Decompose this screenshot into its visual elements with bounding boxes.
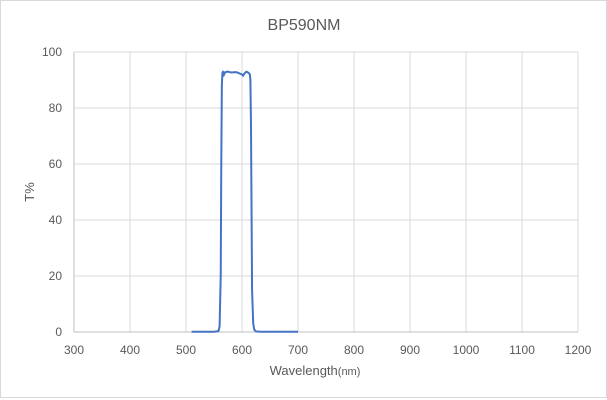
x-tick-label: 300 bbox=[64, 343, 84, 357]
y-tick-label: 20 bbox=[49, 269, 63, 283]
y-axis-label: T% bbox=[22, 182, 37, 202]
x-axis-label: Wavelength bbox=[270, 363, 338, 378]
x-tick-label: 1000 bbox=[453, 343, 480, 357]
x-tick-label: 500 bbox=[176, 343, 196, 357]
x-tick-label: 1100 bbox=[509, 343, 535, 357]
y-tick-label: 60 bbox=[49, 157, 63, 171]
x-axis-unit: (nm) bbox=[338, 366, 361, 378]
x-tick-label: 400 bbox=[120, 343, 140, 357]
y-tick-label: 100 bbox=[42, 45, 62, 59]
y-tick-label: 80 bbox=[49, 101, 63, 115]
chart-title: BP590NM bbox=[268, 17, 341, 34]
x-tick-label: 600 bbox=[232, 343, 252, 357]
x-tick-label: 800 bbox=[344, 343, 364, 357]
series-layer bbox=[191, 70, 298, 333]
y-tick-label: 0 bbox=[55, 325, 62, 339]
x-tick-label: 900 bbox=[400, 343, 420, 357]
x-tick-label: 700 bbox=[288, 343, 308, 357]
gridlines bbox=[73, 51, 579, 333]
transmission-curve bbox=[191, 70, 298, 333]
x-tick-label: 1200 bbox=[565, 343, 592, 357]
tick-labels: 300 400 500 600 700 800 900 1000 1100 1200 0 20 40 60… bbox=[42, 45, 592, 357]
y-tick-label: 40 bbox=[49, 213, 63, 227]
x-axis-title: Wavelength(nm) bbox=[270, 363, 361, 378]
